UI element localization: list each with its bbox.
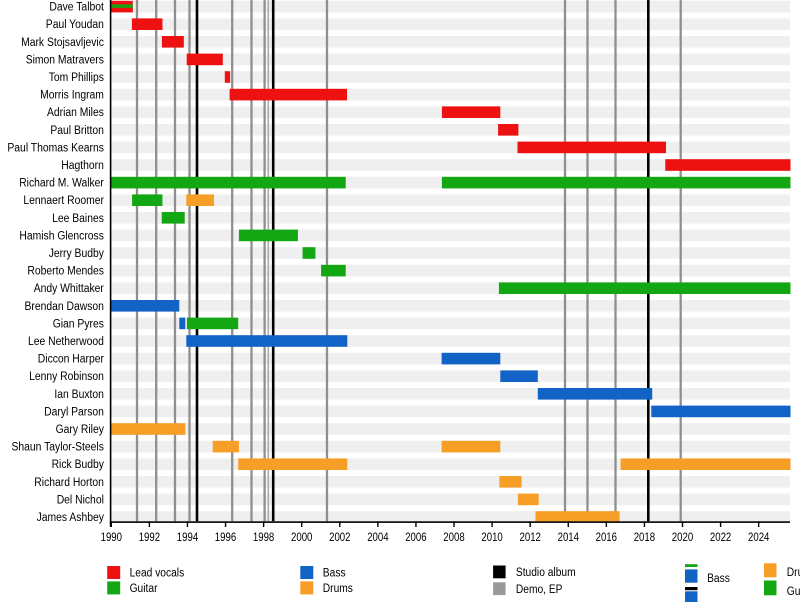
svg-text:Andy Whittaker: Andy Whittaker xyxy=(34,283,104,295)
svg-text:2020: 2020 xyxy=(672,532,693,544)
svg-text:Drums: Drums xyxy=(323,583,353,595)
svg-text:Lenny Robinson: Lenny Robinson xyxy=(29,371,104,383)
svg-text:2002: 2002 xyxy=(329,532,350,544)
svg-text:Morris Ingram: Morris Ingram xyxy=(40,90,104,102)
svg-text:Gary Riley: Gary Riley xyxy=(56,424,105,436)
svg-text:Paul Thomas Kearns: Paul Thomas Kearns xyxy=(7,142,104,154)
svg-text:2008: 2008 xyxy=(443,532,464,544)
svg-text:Tom Phillips: Tom Phillips xyxy=(49,72,104,84)
svg-text:2016: 2016 xyxy=(596,532,617,544)
svg-text:2000: 2000 xyxy=(291,532,312,544)
svg-text:2014: 2014 xyxy=(558,532,580,544)
svg-text:Guitar: Guitar xyxy=(787,586,800,598)
svg-text:Drums: Drums xyxy=(787,567,800,579)
svg-text:1998: 1998 xyxy=(253,532,274,544)
svg-text:Shaun Taylor-Steels: Shaun Taylor-Steels xyxy=(12,442,105,454)
svg-text:Bass: Bass xyxy=(323,568,346,580)
svg-text:1990: 1990 xyxy=(101,532,122,544)
svg-text:2018: 2018 xyxy=(634,532,655,544)
svg-text:Hamish Glencross: Hamish Glencross xyxy=(19,230,104,242)
svg-text:1994: 1994 xyxy=(177,532,199,544)
svg-text:Paul Britton: Paul Britton xyxy=(50,125,104,137)
svg-text:Guitar: Guitar xyxy=(130,583,158,595)
svg-text:1996: 1996 xyxy=(215,532,236,544)
svg-text:Hagthorn: Hagthorn xyxy=(61,160,104,172)
svg-text:2010: 2010 xyxy=(481,532,502,544)
svg-text:Lennaert Roomer: Lennaert Roomer xyxy=(23,195,104,207)
svg-text:Lee Baines: Lee Baines xyxy=(52,213,104,225)
svg-text:2022: 2022 xyxy=(710,532,731,544)
svg-text:Jerry Budby: Jerry Budby xyxy=(49,248,104,260)
svg-text:Lead vocals: Lead vocals xyxy=(130,568,185,580)
svg-text:Paul Youdan: Paul Youdan xyxy=(46,19,104,31)
svg-text:Diccon Harper: Diccon Harper xyxy=(38,354,104,366)
svg-text:Rick Budby: Rick Budby xyxy=(52,459,105,471)
svg-text:Studio album: Studio album xyxy=(516,567,576,579)
svg-text:Richard M. Walker: Richard M. Walker xyxy=(19,178,104,190)
svg-text:Mark Stojsavljevic: Mark Stojsavljevic xyxy=(21,37,104,49)
svg-text:2012: 2012 xyxy=(520,532,541,544)
svg-text:Ian Buxton: Ian Buxton xyxy=(54,389,104,401)
svg-text:Roberto Mendes: Roberto Mendes xyxy=(27,266,104,278)
svg-text:Del Nichol: Del Nichol xyxy=(57,494,104,506)
svg-text:Dave Talbot: Dave Talbot xyxy=(49,2,104,14)
svg-text:Bass: Bass xyxy=(707,573,730,585)
svg-text:1992: 1992 xyxy=(139,532,160,544)
svg-text:Lee Netherwood: Lee Netherwood xyxy=(28,336,104,348)
svg-text:Simon Matravers: Simon Matravers xyxy=(26,54,104,66)
svg-text:Brendan Dawson: Brendan Dawson xyxy=(25,301,104,313)
svg-text:2024: 2024 xyxy=(748,532,770,544)
svg-text:James Ashbey: James Ashbey xyxy=(37,512,105,524)
svg-text:Adrian Miles: Adrian Miles xyxy=(47,107,104,119)
svg-text:Daryl Parson: Daryl Parson xyxy=(44,406,104,418)
svg-text:2004: 2004 xyxy=(367,532,389,544)
svg-text:2006: 2006 xyxy=(405,532,426,544)
svg-text:Richard Horton: Richard Horton xyxy=(34,477,104,489)
svg-text:Demo, EP: Demo, EP xyxy=(516,584,563,596)
svg-text:Gian Pyres: Gian Pyres xyxy=(53,318,104,330)
